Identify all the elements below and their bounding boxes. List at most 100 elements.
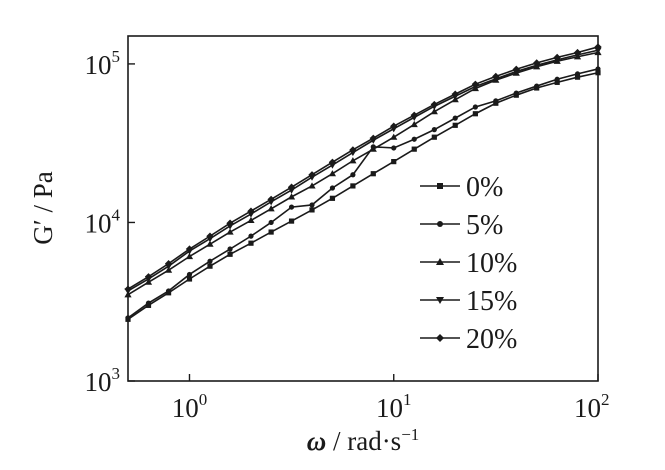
data-point: [268, 219, 274, 226]
data-point: [513, 90, 519, 96]
data-point: [288, 204, 295, 210]
data-point: [329, 195, 336, 201]
legend: 0% 5% 10% 15% 20%: [420, 172, 517, 355]
series-line: [127, 46, 599, 290]
data-point: [430, 100, 438, 109]
data-point: [349, 157, 357, 164]
data-point: [493, 98, 499, 104]
data-point: [124, 285, 132, 293]
data-point: [391, 145, 397, 151]
legend-item: 0%: [420, 172, 503, 203]
data-point: [390, 122, 398, 130]
legend-label: 10%: [466, 248, 517, 279]
data-point: [350, 172, 356, 178]
data-point: [288, 218, 295, 224]
data-point: [144, 273, 153, 281]
y-tick-label: 105: [85, 47, 121, 80]
data-point: [267, 205, 275, 212]
legend-marker: [437, 221, 443, 227]
data-point: [452, 122, 458, 128]
x-axis-label: ω / rad·s−1: [307, 425, 420, 456]
data-point: [451, 90, 459, 98]
data-point: [226, 228, 234, 235]
x-tick-label: 101: [376, 390, 412, 423]
data-point: [411, 146, 417, 152]
data-point: [308, 182, 316, 189]
data-point: [207, 258, 213, 264]
data-point: [248, 240, 254, 246]
data-point: [369, 134, 377, 142]
data-point: [349, 146, 357, 154]
legend-item: 15%: [420, 286, 517, 317]
data-point: [554, 79, 560, 85]
series-0: [125, 70, 601, 322]
data-point: [206, 232, 214, 240]
series-3: [124, 47, 602, 295]
data-point: [574, 71, 581, 77]
data-point: [492, 72, 500, 80]
data-point: [573, 48, 582, 57]
data-point: [206, 240, 214, 247]
data-point: [534, 83, 540, 89]
data-point: [390, 133, 398, 140]
series-line: [127, 71, 599, 320]
data-point: [430, 108, 438, 115]
data-point: [574, 74, 581, 80]
data-point: [369, 145, 377, 152]
data-point: [554, 76, 560, 82]
data-point: [410, 120, 418, 128]
data-point: [553, 53, 561, 61]
data-point: [431, 127, 437, 133]
data-point: [207, 263, 213, 269]
data-point: [125, 315, 131, 321]
data-point: [410, 111, 418, 119]
data-point: [350, 183, 356, 189]
series-1: [125, 66, 601, 321]
data-point: [308, 171, 316, 179]
data-point: [268, 229, 274, 235]
legend-label: 20%: [466, 324, 517, 355]
data-point: [267, 195, 275, 203]
data-point: [472, 111, 478, 117]
data-point: [247, 216, 255, 224]
series-line: [127, 68, 599, 319]
data-point: [595, 66, 601, 72]
series-line: [127, 51, 599, 296]
data-point: [226, 219, 234, 227]
series-line: [127, 49, 599, 292]
data-point: [431, 134, 437, 140]
data-point: [594, 47, 602, 54]
data-point: [185, 245, 194, 253]
legend-marker: [436, 334, 444, 342]
data-point: [227, 246, 233, 252]
data-point: [247, 207, 255, 215]
y-axis-label: G′ / Pa: [28, 171, 58, 244]
data-point: [594, 43, 602, 51]
data-point: [533, 59, 541, 67]
data-point: [472, 104, 478, 110]
data-point: [328, 170, 337, 177]
data-point: [512, 65, 520, 73]
y-axis: 103 104 105: [85, 47, 135, 397]
data-point: [328, 158, 337, 166]
data-point: [595, 70, 601, 76]
data-point: [185, 252, 194, 260]
data-point: [329, 185, 336, 191]
x-tick-label: 102: [574, 390, 610, 423]
data-point: [227, 251, 233, 257]
legend-item: 10%: [420, 248, 517, 279]
data-point: [186, 271, 193, 278]
data-point: [411, 136, 417, 142]
y-tick-label: 104: [85, 205, 121, 238]
legend-marker: [436, 297, 444, 304]
data-point: [287, 183, 296, 191]
legend-item: 20%: [420, 324, 517, 355]
data-point: [370, 171, 376, 177]
data-point: [248, 233, 254, 239]
legend-marker: [437, 183, 443, 189]
data-point: [391, 159, 397, 165]
data-point: [287, 193, 296, 200]
data-point: [164, 260, 173, 268]
data-point: [309, 202, 315, 208]
